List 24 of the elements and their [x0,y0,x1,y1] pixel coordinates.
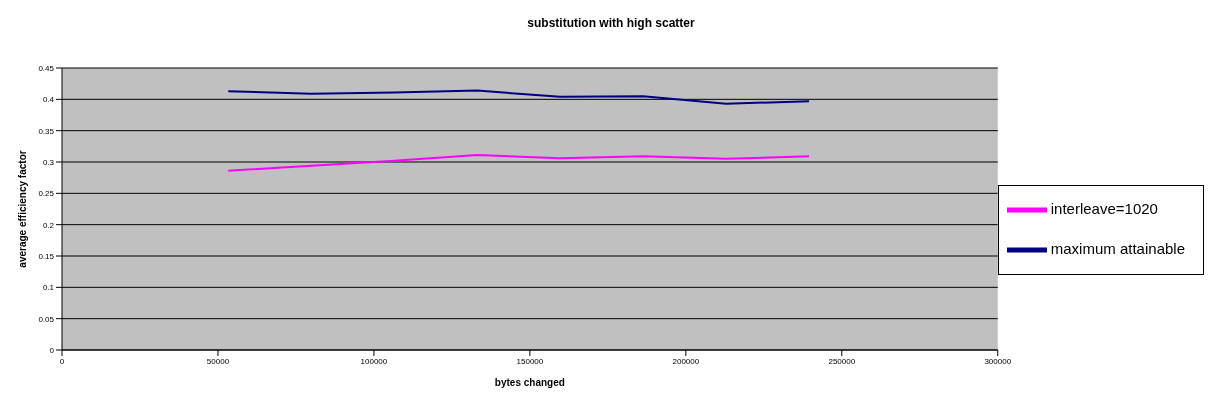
y-tick-label: 0.4 [42,95,55,105]
y-axis-title: average efficiency factor [16,150,28,268]
x-tick-label: 300000 [984,356,1012,366]
y-tick-label: 0.05 [38,314,55,324]
x-axis-title: bytes changed [494,377,565,388]
y-tick-label: 0.3 [42,157,55,167]
y-tick-label: 0.35 [38,126,55,136]
y-tick-label: 0.45 [38,63,55,73]
x-tick-label: 250000 [828,356,856,366]
line-series [227,154,811,172]
y-tick-label: 0.1 [42,283,55,293]
y-tick-label: 0 [49,345,55,355]
chart-title: substitution with high scatter [526,15,696,32]
y-tick-label: 0.2 [42,220,55,230]
y-tick-label: 0.15 [38,251,55,261]
legend-label: interleave=1020 [1050,199,1158,217]
x-tick-label: 100000 [360,356,388,366]
x-tick-label: 50000 [206,356,230,366]
x-tick-label: 150000 [516,356,544,366]
line-series [227,89,811,105]
x-tick-label: 200000 [672,356,700,366]
x-tick-label: 0 [59,356,65,366]
y-tick-label: 0.25 [38,189,55,199]
legend-label: maximum attainable [1050,239,1185,257]
